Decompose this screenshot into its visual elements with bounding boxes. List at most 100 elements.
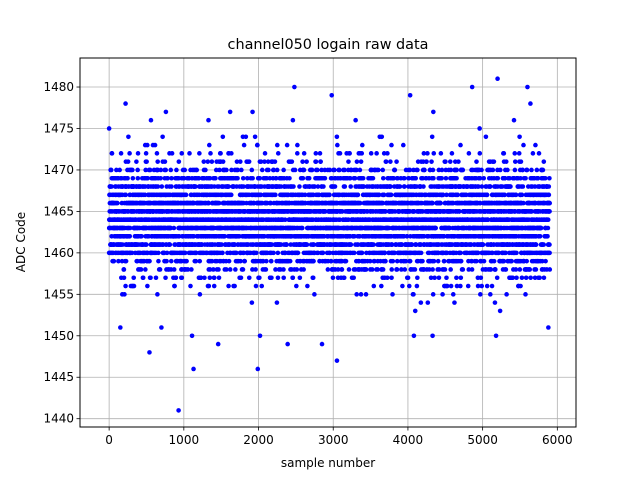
data-point	[271, 167, 276, 173]
data-point	[274, 300, 280, 305]
data-point	[372, 258, 377, 264]
data-point	[284, 242, 289, 247]
data-point	[148, 275, 153, 281]
data-point	[431, 175, 436, 181]
data-point	[443, 175, 449, 181]
data-point	[337, 151, 343, 156]
data-point	[388, 159, 393, 164]
data-point	[216, 267, 221, 272]
data-point	[169, 184, 174, 189]
data-point	[226, 184, 231, 189]
data-point	[211, 267, 216, 272]
data-point	[428, 275, 434, 281]
data-point	[315, 184, 321, 189]
data-point	[424, 159, 429, 164]
data-point	[246, 275, 252, 281]
data-point	[259, 167, 265, 173]
data-point	[147, 167, 153, 173]
data-point	[143, 151, 149, 156]
data-point	[447, 225, 452, 231]
data-point	[118, 151, 124, 156]
data-point	[310, 275, 316, 281]
data-point	[125, 175, 130, 181]
data-point	[182, 167, 188, 173]
data-point	[233, 267, 238, 272]
data-point	[229, 167, 234, 173]
data-point	[211, 275, 217, 281]
data-point	[317, 151, 323, 156]
data-point	[460, 167, 466, 173]
data-point	[202, 275, 207, 281]
data-point	[383, 159, 389, 164]
data-point	[169, 175, 174, 181]
data-point	[309, 167, 315, 173]
data-point	[181, 175, 187, 181]
data-point	[454, 175, 459, 181]
data-point	[330, 275, 336, 281]
data-point	[406, 283, 412, 289]
data-point	[155, 184, 161, 189]
data-point	[304, 242, 310, 247]
data-point	[300, 159, 305, 164]
data-point	[477, 151, 483, 156]
data-point	[426, 267, 432, 272]
data-point	[109, 184, 114, 189]
data-point	[158, 175, 163, 181]
data-point	[115, 200, 120, 206]
data-point	[351, 250, 357, 256]
data-point	[220, 159, 226, 164]
data-point	[294, 283, 299, 289]
data-point	[234, 159, 240, 164]
data-point	[123, 283, 128, 289]
data-point	[413, 175, 418, 181]
data-point	[448, 283, 454, 289]
data-point	[444, 192, 449, 198]
data-point	[108, 167, 114, 173]
data-point	[412, 267, 418, 272]
data-point	[155, 167, 160, 173]
data-point	[295, 250, 301, 256]
data-point	[407, 167, 413, 173]
data-point	[351, 275, 357, 281]
data-point	[355, 192, 361, 198]
data-point	[174, 167, 179, 173]
data-point	[407, 258, 413, 264]
data-point	[164, 258, 169, 264]
data-point	[335, 267, 341, 272]
data-point	[456, 159, 461, 164]
data-point	[358, 159, 364, 164]
data-point	[440, 192, 446, 198]
data-point	[379, 134, 385, 140]
data-point	[249, 300, 255, 305]
data-point	[127, 225, 133, 231]
data-point	[335, 142, 340, 148]
data-point	[253, 283, 259, 289]
data-point	[334, 134, 340, 140]
data-point	[155, 159, 160, 164]
data-point	[216, 275, 222, 281]
data-point	[278, 184, 284, 189]
data-point	[130, 175, 136, 181]
data-point	[158, 167, 164, 173]
data-point	[360, 175, 366, 181]
data-point	[129, 250, 135, 256]
data-point	[138, 267, 144, 272]
data-point	[250, 267, 255, 272]
data-point	[354, 159, 360, 164]
data-point	[347, 151, 352, 156]
data-point	[271, 250, 276, 256]
data-point	[275, 275, 281, 281]
data-point	[452, 300, 457, 305]
data-point	[394, 267, 400, 272]
data-point	[272, 159, 278, 164]
data-point	[438, 151, 444, 156]
data-point	[232, 283, 237, 289]
data-point	[297, 275, 303, 281]
data-point	[246, 159, 252, 164]
data-point	[414, 283, 420, 289]
data-point	[123, 192, 129, 198]
data-point	[460, 267, 466, 272]
data-point	[162, 159, 168, 164]
data-point	[194, 167, 200, 173]
data-point	[320, 250, 326, 256]
